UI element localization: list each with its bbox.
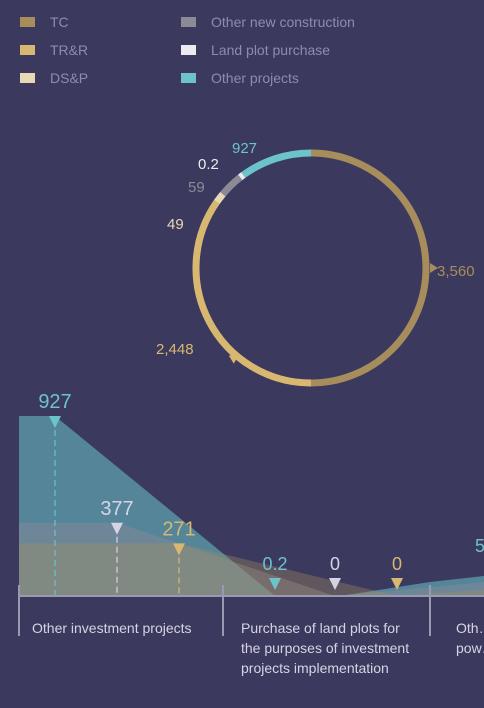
value-label-other-new-1: 0 bbox=[330, 554, 340, 574]
donut-label-other-projects: 927 bbox=[232, 140, 257, 157]
legend-swatch-other-projects bbox=[181, 73, 196, 83]
category-label-other-power-text: Oth… pow… bbox=[456, 620, 484, 656]
legend-label-other-new: Other new construction bbox=[211, 14, 355, 30]
marker-trr-0 bbox=[173, 543, 185, 556]
category-label-land-purchase: Purchase of land plots for the purposes … bbox=[241, 620, 410, 676]
category-label-other-investment: Other investment projects bbox=[32, 620, 192, 636]
legend-item-tc: TC bbox=[20, 14, 69, 30]
legend-label-dsp: DS&P bbox=[50, 70, 89, 86]
legend-label-trr: TR&R bbox=[50, 42, 89, 58]
area-trr bbox=[19, 543, 484, 596]
donut-label-other-new-construction: 59 bbox=[188, 179, 205, 196]
legend-label-tc: TC bbox=[50, 14, 69, 30]
legend-label-other-projects: Other projects bbox=[211, 70, 299, 86]
category-axis bbox=[18, 585, 484, 636]
value-label-trr-1: 0 bbox=[392, 554, 402, 574]
area-other-projects bbox=[19, 416, 484, 596]
value-label-other-projects-0: 927 bbox=[38, 391, 71, 413]
marker-other-projects-0 bbox=[49, 416, 61, 428]
donut-label-tr-r: 2,448 bbox=[156, 341, 194, 358]
legend-swatch-tc bbox=[20, 17, 35, 27]
donut-label-tc: 3,560 bbox=[437, 263, 475, 280]
marker-other-new-0 bbox=[111, 522, 123, 535]
legend-item-dsp: DS&P bbox=[20, 70, 88, 86]
legend: TC TR&R DS&P Other new construction Land… bbox=[0, 0, 484, 100]
area-other-new-construction bbox=[19, 522, 484, 596]
donut-chart: 3,560 2,448 49 59 0.2 927 bbox=[156, 140, 475, 387]
donut-label-land-plot-purchase: 0.2 bbox=[198, 156, 219, 173]
donut-slice-ds-p bbox=[213, 191, 226, 205]
donut-slice-tr-r bbox=[192, 200, 312, 387]
category-label-other-power: Oth… pow… bbox=[456, 618, 484, 658]
donut-slice-tc bbox=[310, 149, 430, 387]
marker-other-projects-1 bbox=[269, 578, 281, 590]
legend-swatch-land bbox=[181, 45, 196, 55]
donut-label-ds-p: 49 bbox=[167, 216, 184, 233]
value-label-other-projects-2: 5 bbox=[475, 536, 484, 556]
value-label-other-projects-1: 0.2 bbox=[262, 554, 287, 574]
legend-swatch-trr bbox=[20, 45, 35, 55]
legend-item-other-projects: Other projects bbox=[181, 70, 299, 86]
marker-trr-1 bbox=[391, 578, 403, 590]
donut-pointer-tc bbox=[430, 263, 438, 273]
legend-label-land: Land plot purchase bbox=[211, 42, 331, 58]
legend-item-other-new: Other new construction bbox=[181, 14, 355, 30]
value-label-other-new-0: 377 bbox=[100, 498, 133, 520]
legend-item-trr: TR&R bbox=[20, 42, 88, 58]
donut-slice-land-plot-purchase bbox=[238, 172, 246, 181]
legend-item-land: Land plot purchase bbox=[181, 42, 330, 58]
legend-swatch-dsp bbox=[20, 73, 35, 83]
marker-other-new-1 bbox=[329, 578, 341, 590]
donut-slice-other-new-construction bbox=[220, 174, 243, 197]
donut-pointer-trr bbox=[228, 354, 239, 364]
donut-slice-other-projects bbox=[241, 149, 312, 178]
value-label-trr-0: 271 bbox=[162, 518, 195, 540]
legend-swatch-other-new bbox=[181, 17, 196, 27]
area-chart: 927 377 271 0.2 0 0 5 bbox=[19, 391, 484, 596]
